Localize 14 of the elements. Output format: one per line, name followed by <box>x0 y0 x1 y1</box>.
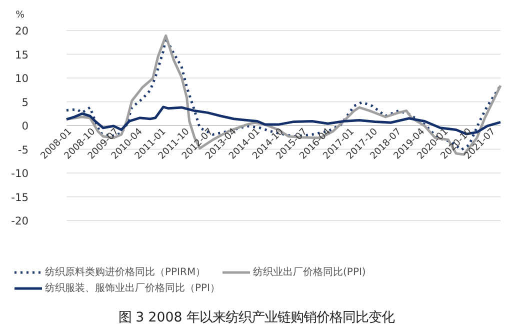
legend-label: 纺织业出厂价格同比(PPI) <box>253 266 366 279</box>
y-tick-label: 0 <box>22 120 29 132</box>
legend-label: 纺织服装、服饰业出厂价格同比（PPI） <box>45 282 220 295</box>
y-tick-label: -20 <box>11 214 29 228</box>
y-tick-label: 15 <box>14 48 29 62</box>
y-tick-label: 10 <box>14 72 29 85</box>
y-tick-label: 20 <box>14 24 29 38</box>
text: 图 3 2008 年以来纺织产业链购销价格同比变化 <box>118 310 394 326</box>
y-tick-label: 5 <box>22 96 28 109</box>
y-tick-label: -15 <box>11 190 28 204</box>
y-axis-title: % <box>16 10 25 20</box>
y-tick-label: -5 <box>18 143 29 156</box>
legend-label: 纺织原料类购进价格同比（PPIRM） <box>45 266 206 279</box>
y-tick-label: -10 <box>11 167 29 180</box>
